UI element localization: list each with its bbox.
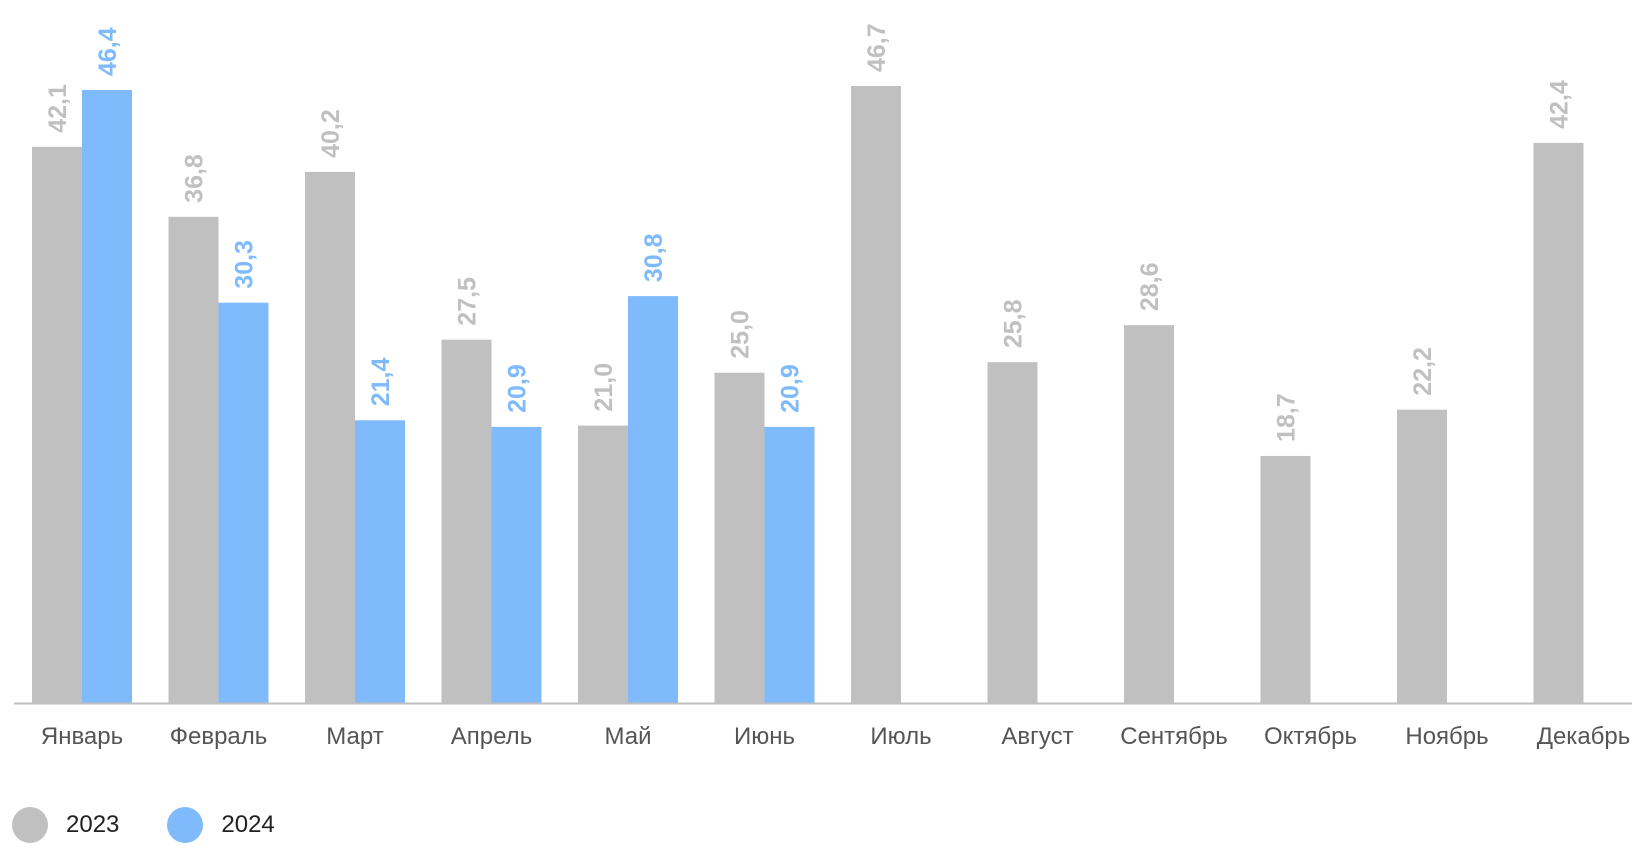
data-label-2023-11: 42,4 [1546, 80, 1574, 129]
bar-2023-3[interactable] [441, 339, 492, 703]
bar-2023-7[interactable] [987, 362, 1038, 703]
legend-swatch-2023 [12, 807, 48, 843]
data-label-2024-3: 20,9 [504, 364, 532, 413]
x-tick-label: Февраль [170, 723, 268, 750]
x-tick-label: Ноябрь [1405, 723, 1488, 750]
bar-2024-4[interactable] [628, 296, 678, 703]
x-tick-label: Январь [41, 723, 123, 750]
bar-2023-10[interactable] [1397, 409, 1447, 703]
bar-2024-2[interactable] [355, 420, 405, 703]
bar-2024-5[interactable] [764, 426, 815, 703]
bar-2023-2[interactable] [305, 171, 355, 703]
bar-2023-5[interactable] [714, 372, 765, 703]
data-label-2023-1: 36,8 [181, 154, 209, 203]
data-label-2024-2: 21,4 [367, 358, 395, 407]
data-label-2024-0: 46,4 [94, 27, 122, 76]
data-label-2023-2: 40,2 [317, 109, 345, 158]
bar-2024-3[interactable] [491, 426, 542, 703]
data-label-2023-0: 42,1 [44, 84, 72, 133]
x-tick-label: Май [604, 723, 651, 750]
bar-2023-9[interactable] [1260, 455, 1311, 703]
x-tick-label: Декабрь [1537, 723, 1631, 750]
data-label-2023-8: 28,6 [1136, 262, 1164, 311]
x-tick-label: Сентябрь [1120, 723, 1228, 750]
bar-2023-8[interactable] [1124, 325, 1174, 703]
data-label-2024-4: 30,8 [640, 233, 668, 282]
data-label-2023-3: 27,5 [454, 277, 482, 326]
data-label-2023-5: 25,0 [727, 310, 755, 359]
bar-2023-1[interactable] [168, 216, 219, 704]
bar-2024-1[interactable] [218, 302, 269, 703]
data-label-2024-5: 20,9 [777, 364, 805, 413]
x-tick-label: Июнь [734, 723, 795, 750]
data-label-2023-4: 21,0 [590, 363, 618, 412]
bar-chart: 42,1 36,8 40,2 27,5 21,0 25,0 46,7 25,8 28,6 18,7… [14, 23, 1632, 750]
legend: 2023 2024 [12, 807, 323, 843]
bar-2023-0[interactable] [32, 146, 82, 703]
data-label-2023-10: 22,2 [1409, 347, 1437, 396]
legend-item-2023[interactable]: 2023 [12, 807, 119, 843]
bar-2024-0[interactable] [82, 90, 132, 703]
bar-2023-4[interactable] [578, 425, 628, 703]
data-label-2024-1: 30,3 [231, 240, 259, 289]
data-label-2023-9: 18,7 [1273, 393, 1301, 442]
data-label-2023-7: 25,8 [1000, 299, 1028, 348]
legend-swatch-2024 [167, 807, 204, 843]
x-tick-label: Июль [870, 723, 931, 750]
x-tick-label: Октябрь [1264, 723, 1357, 750]
data-label-2023-6: 46,7 [863, 23, 891, 72]
bar-2023-6[interactable] [851, 86, 901, 704]
legend-label-2024: 2024 [221, 811, 275, 838]
legend-item-2024[interactable]: 2024 [167, 807, 275, 843]
x-tick-label: Март [326, 723, 383, 750]
legend-label-2023: 2023 [66, 811, 120, 838]
x-tick-label: Апрель [451, 723, 532, 750]
bar-2023-11[interactable] [1533, 142, 1584, 703]
x-tick-label: Август [1001, 723, 1073, 750]
